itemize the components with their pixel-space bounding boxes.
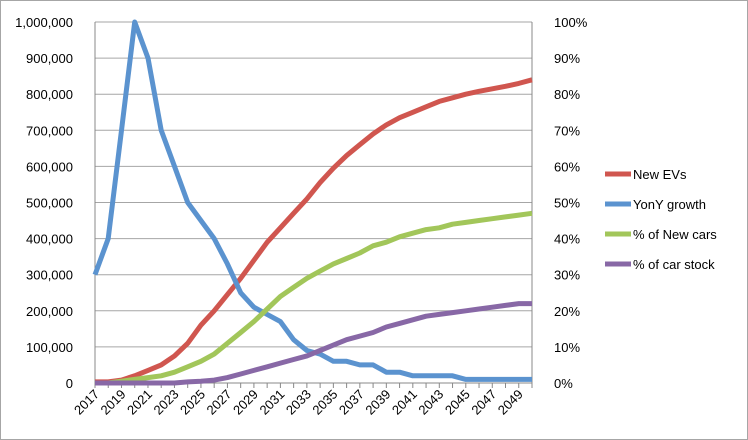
- y-tick-label: 0: [66, 376, 73, 391]
- x-tick-label: 2033: [283, 387, 314, 418]
- x-tick-label: 2039: [362, 387, 393, 418]
- x-tick-label: 2049: [495, 387, 526, 418]
- x-tick-label: 2027: [203, 387, 234, 418]
- y-tick-label: 1,000,000: [15, 15, 73, 30]
- y2-tick-label: 80%: [554, 87, 580, 102]
- y-tick-label: 400,000: [26, 232, 73, 247]
- series-line-of-car-stock: [95, 301, 532, 386]
- gridlines: [94, 21, 533, 388]
- x-tick-label: 2025: [177, 387, 208, 418]
- series-lines: [92, 19, 533, 386]
- legend: New EVs YonY growth % of New cars % of car …: [605, 167, 717, 272]
- y2-tick-label: 90%: [554, 51, 580, 66]
- y-tick-label: 800,000: [26, 87, 73, 102]
- x-tick-label: 2037: [336, 387, 367, 418]
- y2-tick-label: 60%: [554, 159, 580, 174]
- series-line-new-evs: [95, 77, 533, 385]
- x-tick-label: 2029: [230, 387, 261, 418]
- right-axis-tick-labels: 0% 10% 20% 30% 40% 50% 60% 70% 80% 90% 100%: [554, 15, 588, 391]
- left-axis-tick-labels: 0 100,000 200,000 300,000 400,000 500,000 600,…: [15, 15, 73, 391]
- x-tick-label: 2021: [124, 387, 155, 418]
- y2-tick-label: 100%: [554, 15, 588, 30]
- y-tick-label: 600,000: [26, 159, 73, 174]
- y2-tick-label: 40%: [554, 232, 580, 247]
- x-tick-label: 2019: [98, 387, 129, 418]
- x-tick-label: 2035: [309, 387, 340, 418]
- x-tick-label: 2017: [71, 387, 102, 418]
- x-tick-label: 2047: [468, 387, 499, 418]
- y2-tick-label: 50%: [554, 196, 580, 211]
- y2-tick-label: 30%: [554, 268, 580, 283]
- x-tick-label: 2045: [442, 387, 473, 418]
- y2-tick-label: 10%: [554, 340, 580, 355]
- series-line-of-new-cars: [95, 210, 533, 386]
- legend-label: % of car stock: [633, 257, 715, 272]
- x-tick-label: 2031: [256, 387, 287, 418]
- y-tick-label: 700,000: [26, 123, 73, 138]
- y-tick-label: 900,000: [26, 51, 73, 66]
- legend-label: YonY growth: [633, 197, 706, 212]
- x-tick-label: 2043: [415, 387, 446, 418]
- legend-label: % of New cars: [633, 227, 717, 242]
- legend-label: New EVs: [633, 167, 687, 182]
- y-tick-label: 100,000: [26, 340, 73, 355]
- y2-tick-label: 20%: [554, 304, 580, 319]
- series-line-yony-growth: [92, 19, 532, 382]
- y2-tick-label: 70%: [554, 123, 580, 138]
- y-tick-label: 200,000: [26, 304, 73, 319]
- x-axis-tick-labels: 2017201920212023202520272029203120332035…: [71, 387, 526, 418]
- y2-tick-label: 0%: [554, 376, 573, 391]
- x-tick-label: 2041: [389, 387, 420, 418]
- y-tick-label: 300,000: [26, 268, 73, 283]
- y-tick-label: 500,000: [26, 196, 73, 211]
- x-tick-label: 2023: [151, 387, 182, 418]
